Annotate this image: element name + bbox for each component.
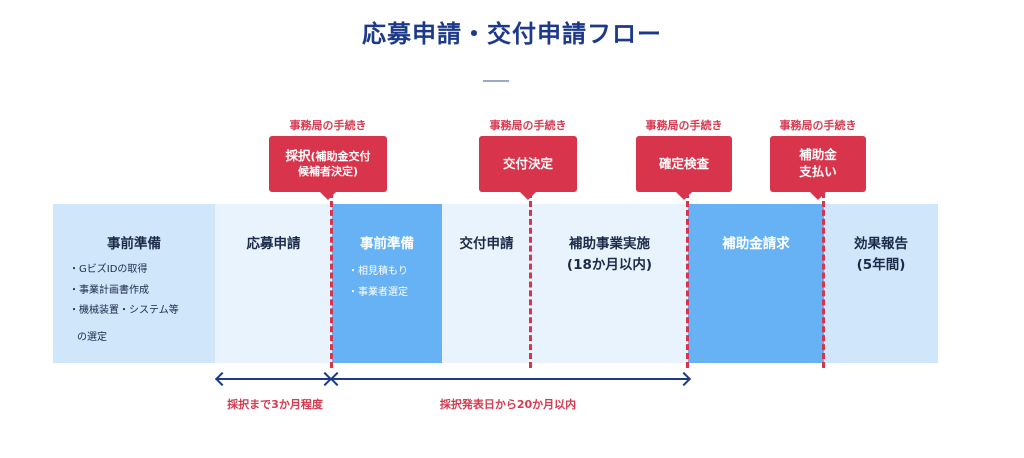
period-label-until-adoption: 採択まで3か月程度 <box>227 398 323 411</box>
phase-title: 効果報告 (5年間) <box>824 234 938 276</box>
phase-project-implementation: 補助事業実施 (18か月以内) <box>531 204 688 363</box>
phase-title: 補助事業実施 (18か月以内) <box>531 234 688 276</box>
phase-title-main: 補助事業実施 <box>569 236 650 252</box>
phase-effect-report: 効果報告 (5年間) <box>824 204 938 363</box>
phase-application: 応募申請 <box>215 204 332 363</box>
phase-title: 事前準備 <box>360 236 414 252</box>
procedure-label-adoption: 事務局の手続き <box>289 119 367 132</box>
page-title: 応募申請・交付申請フロー <box>362 20 662 48</box>
phase-title: 補助金請求 <box>722 236 790 252</box>
callout-payment-line2: 支払い <box>799 164 837 179</box>
title-divider <box>483 80 509 82</box>
callout-grant-decision: 交付決定 <box>479 136 577 200</box>
phase-title: 応募申請 <box>246 236 301 252</box>
list-item: 機械装置・システム等 <box>69 301 179 322</box>
phase-checklist: 相見積もり 事業者選定 <box>348 262 408 303</box>
phase-title: 事前準備 <box>107 236 161 252</box>
callout-payment-line1: 補助金 <box>799 147 837 163</box>
period-arrow-after-adoption <box>332 378 689 380</box>
callout-adoption: 採択(補助金交付 候補者決定) <box>269 136 387 200</box>
list-item-continuation: の選定 <box>77 332 107 343</box>
callout-grant-decision-text: 交付決定 <box>502 155 553 171</box>
list-item: 事業計画書作成 <box>69 281 179 302</box>
list-item: 相見積もり <box>348 262 408 283</box>
callout-final-inspection: 確定検査 <box>636 136 732 200</box>
milestone-line-grant-decision <box>529 192 532 368</box>
phase-pre-preparation: 事前準備 GビズIDの取得 事業計画書作成 機械装置・システム等 の選定 <box>53 204 215 363</box>
phase-subsidy-claim: 補助金請求 <box>688 204 824 363</box>
procedure-label-payment: 事務局の手続き <box>779 119 857 132</box>
procedure-label-final-inspection: 事務局の手続き <box>645 119 723 132</box>
callout-adoption-sub: (補助金交付 <box>310 150 371 164</box>
phase-title-sub: (18か月以内) <box>566 256 653 273</box>
callout-final-inspection-text: 確定検査 <box>658 155 709 171</box>
period-label-after-adoption: 採択発表日から20か月以内 <box>439 398 577 411</box>
procedure-label-grant-decision: 事務局の手続き <box>489 119 567 132</box>
callout-adoption-main: 採択 <box>285 148 311 164</box>
callout-payment: 補助金 支払い <box>770 136 866 200</box>
list-item: GビズIDの取得 <box>69 260 179 281</box>
phase-checklist: GビズIDの取得 事業計画書作成 機械装置・システム等 <box>69 260 179 322</box>
phase-pre-preparation-2: 事前準備 相見積もり 事業者選定 <box>332 204 442 363</box>
phase-title-main: 効果報告 <box>854 236 908 252</box>
list-item: 事業者選定 <box>348 283 408 304</box>
callout-adoption-sub2: 候補者決定) <box>297 165 359 179</box>
phase-title-sub: (5年間) <box>856 256 906 273</box>
phase-title: 交付申請 <box>459 236 514 252</box>
milestone-line-final-inspection <box>686 192 689 368</box>
phase-grant-application: 交付申請 <box>442 204 531 363</box>
period-arrow-until-adoption <box>217 378 330 380</box>
milestone-line-payment <box>822 192 825 368</box>
milestone-line-adoption <box>330 192 333 368</box>
